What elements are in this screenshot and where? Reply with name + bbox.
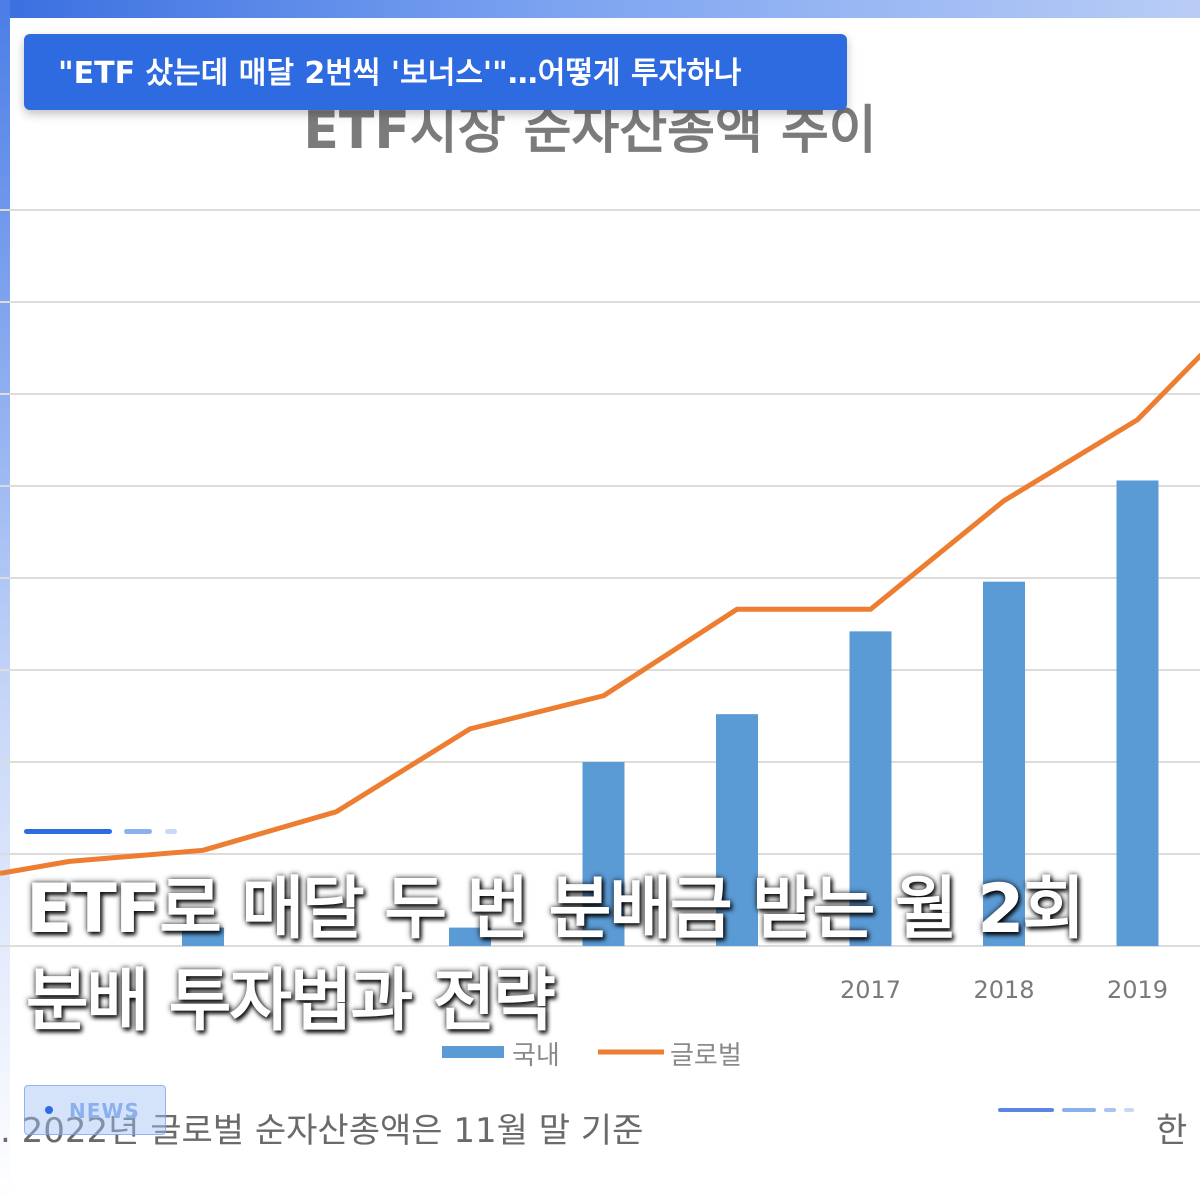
news-badge[interactable]: NEWS	[24, 1085, 166, 1135]
legend-label-domestic: 국내	[512, 1041, 560, 1071]
slide-progress-active	[24, 829, 112, 834]
legend-label-global: 글로벌	[670, 1041, 742, 1071]
headline-banner[interactable]: "ETF 샀는데 매달 2번씩 '보너스'"…어떻게 투자하나	[24, 34, 847, 110]
legend-swatch-domestic	[442, 1046, 504, 1058]
news-badge-label: NEWS	[69, 1099, 140, 1123]
main-title: ETF로 매달 두 번 분배금 받는 월 2회 분배 투자법과 전략	[26, 864, 1176, 1048]
slide-progress-dot	[165, 829, 177, 834]
corner-dash-3	[1104, 1108, 1116, 1112]
main-title-line-1: ETF로 매달 두 번 분배금 받는 월 2회	[26, 870, 1085, 949]
left-frame-bar	[0, 0, 10, 1200]
line-series-global	[0, 321, 1200, 876]
bar-domestic-2016	[716, 714, 758, 946]
legend: 국내 글로벌	[442, 1041, 742, 1071]
bar-series-domestic	[182, 480, 1159, 946]
top-frame-bar	[0, 0, 1200, 18]
bar-domestic-2014	[449, 927, 491, 946]
bar-domestic-2015	[582, 762, 625, 946]
slide-progress-next	[124, 829, 152, 834]
bar-domestic-2019	[1116, 480, 1159, 946]
x-tick-label: 2017	[840, 976, 901, 1004]
main-title-line-2: 분배 투자법과 전략	[26, 962, 556, 1041]
corner-dash-1	[998, 1108, 1054, 1112]
bar-domestic-2012	[182, 927, 224, 946]
corner-dash-2	[1062, 1108, 1096, 1112]
x-axis-ticks: 20172018201920202021	[840, 976, 1168, 1004]
bar-domestic-2018	[983, 581, 1025, 946]
chart-footnote: . 2022년 글로벌 순자산총액은 11월 말 기준	[0, 1111, 643, 1151]
chart-source-partial: 한	[1156, 1111, 1187, 1151]
bar-domestic-2017	[849, 631, 892, 946]
corner-dash-4	[1124, 1108, 1134, 1112]
x-tick-label: 2019	[1107, 976, 1168, 1004]
chart-title: ETF시장 순자산총액 추이	[303, 101, 876, 161]
line-global	[0, 321, 1200, 876]
x-tick-label: 2018	[973, 976, 1034, 1004]
headline-text: "ETF 샀는데 매달 2번씩 '보너스'"…어떻게 투자하나	[58, 56, 742, 91]
bullet-dot-icon	[45, 1106, 53, 1114]
